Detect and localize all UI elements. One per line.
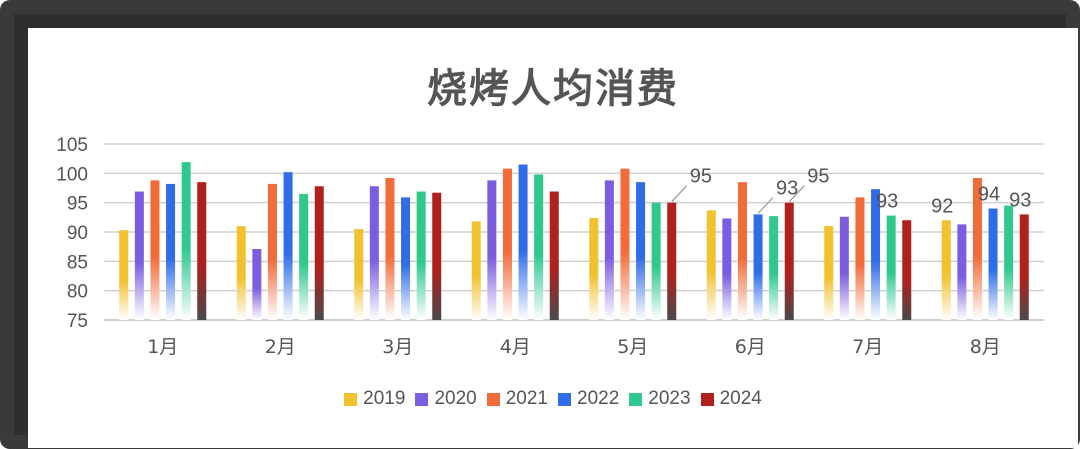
bar-2023-2月 — [299, 193, 309, 320]
bar-2023-5月 — [651, 202, 661, 320]
data-label: 95 — [690, 166, 712, 188]
bar-2023-8月 — [1004, 205, 1014, 320]
chart-legend: 2019 2020 2021 2022 2023 2024 — [28, 388, 1078, 410]
legend-label: 2024 — [719, 388, 762, 409]
legend-swatch — [558, 392, 571, 406]
bar-2021-2月 — [267, 183, 277, 320]
bar-2023-7月 — [886, 215, 896, 320]
data-label-leader — [671, 185, 688, 203]
bar-2020-8月 — [957, 224, 967, 320]
bar-2019-7月 — [824, 226, 834, 320]
y-tick-label: 100 — [56, 164, 88, 185]
legend-item-2021: 2021 — [486, 388, 548, 410]
y-tick-label: 95 — [67, 194, 88, 215]
bar-2020-1月 — [134, 191, 144, 320]
x-tick-label: 7月 — [852, 336, 883, 358]
bar-2020-6月 — [722, 218, 732, 320]
legend-item-2019: 2019 — [344, 388, 405, 410]
bar-2019-6月 — [706, 210, 716, 320]
legend-label: 2020 — [434, 388, 477, 409]
bar-2021-4月 — [502, 168, 512, 320]
bar-2022-2月 — [283, 172, 293, 320]
bar-2022-8月 — [988, 208, 998, 320]
bar-2019-3月 — [354, 229, 364, 320]
bar-2022-3月 — [401, 197, 411, 320]
bar-2024-8月 — [1019, 214, 1029, 320]
bar-2023-6月 — [769, 216, 779, 320]
bar-2024-7月 — [902, 220, 912, 320]
bar-2024-3月 — [432, 192, 442, 320]
chart-card: 烧烤人均消费 75 80 85 90 95 100 105 1月 2月 3月 4月 5月 6月 7月 8月 9… — [28, 28, 1078, 448]
data-label: 95 — [807, 166, 829, 188]
y-tick-label: 85 — [67, 252, 88, 273]
legend-swatch — [700, 392, 714, 406]
bar-2019-1月 — [119, 230, 129, 320]
data-label: 92 — [931, 195, 953, 217]
bar-2023-4月 — [534, 174, 544, 320]
bar-2019-5月 — [589, 217, 599, 320]
x-tick-label: 2月 — [265, 336, 296, 358]
bar-2024-5月 — [667, 202, 677, 320]
bar-2020-5月 — [604, 180, 614, 320]
data-label: 93 — [876, 191, 898, 213]
y-tick-label: 90 — [67, 223, 88, 244]
legend-item-2020: 2020 — [415, 388, 477, 410]
bar-2023-1月 — [181, 162, 191, 320]
bar-2024-6月 — [784, 202, 794, 320]
bar-2021-5月 — [620, 168, 630, 320]
bar-2023-3月 — [416, 191, 426, 320]
data-label: 93 — [1009, 189, 1031, 211]
legend-swatch — [344, 392, 358, 406]
bar-2022-5月 — [636, 182, 646, 320]
y-tick-label: 105 — [56, 135, 88, 156]
x-tick-label: 5月 — [617, 336, 648, 358]
legend-swatch — [486, 392, 500, 406]
data-label-leader — [788, 185, 805, 203]
bar-2019-4月 — [471, 221, 481, 320]
bar-2020-3月 — [369, 186, 379, 320]
bar-2022-7月 — [871, 189, 881, 320]
bar-2020-2月 — [252, 249, 262, 320]
bar-2021-8月 — [972, 178, 982, 320]
x-tick-label: 6月 — [735, 336, 766, 358]
y-tick-label: 80 — [67, 282, 88, 303]
legend-label: 2021 — [505, 388, 548, 409]
bar-2022-1月 — [166, 183, 176, 320]
bar-2020-4月 — [487, 180, 497, 320]
chart-plot: 75 80 85 90 95 100 105 1月 2月 3月 4月 5月 6月 7月 8月 95 93 95 93… — [56, 135, 1044, 358]
bar-2024-1月 — [197, 182, 207, 320]
y-tick-label: 75 — [67, 311, 88, 332]
bar-2022-4月 — [518, 164, 528, 320]
bar-2021-7月 — [855, 197, 865, 320]
legend-swatch — [415, 392, 429, 406]
bar-2021-6月 — [737, 182, 747, 320]
bar-2021-1月 — [150, 180, 160, 320]
legend-label: 2023 — [648, 388, 691, 409]
bar-2019-8月 — [941, 220, 951, 320]
data-label: 93 — [776, 177, 798, 199]
bar-2021-3月 — [385, 178, 395, 320]
legend-swatch — [629, 392, 643, 406]
x-tick-label: 8月 — [970, 336, 1001, 358]
x-tick-label: 4月 — [500, 336, 531, 358]
bar-2020-7月 — [839, 216, 849, 320]
legend-item-2022: 2022 — [558, 388, 619, 410]
bar-2024-2月 — [314, 186, 324, 320]
chart-title: 烧烤人均消费 — [427, 66, 679, 112]
x-tick-label: 3月 — [382, 336, 413, 358]
legend-label: 2022 — [577, 388, 620, 409]
bar-2024-4月 — [549, 191, 559, 320]
x-tick-label: 1月 — [147, 336, 178, 358]
bar-2022-6月 — [753, 214, 763, 320]
legend-item-2024: 2024 — [700, 388, 762, 410]
data-label-leader — [757, 196, 774, 214]
data-label: 94 — [978, 184, 1000, 206]
legend-item-2023: 2023 — [629, 388, 691, 410]
bar-2019-2月 — [236, 226, 246, 320]
legend-label: 2019 — [363, 388, 406, 409]
